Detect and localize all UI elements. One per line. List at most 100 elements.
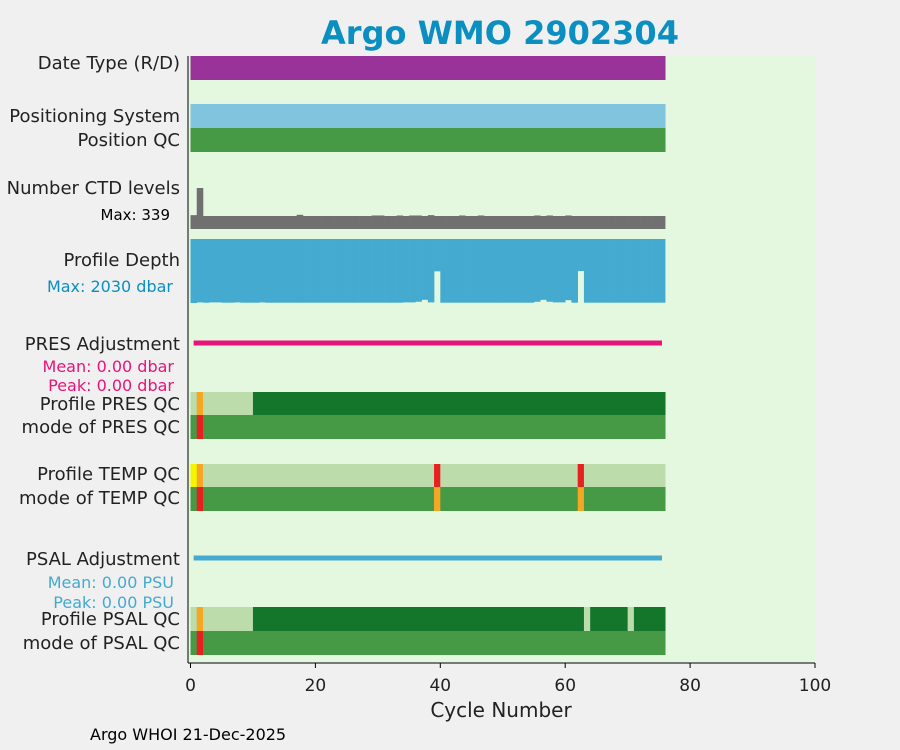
row-label: Profile PSAL QC [41,609,180,630]
ctd-level-bar [427,215,435,229]
profile-depth-bar [290,239,297,303]
ctd-level-bar [602,216,610,229]
ctd-level-bar [640,216,647,229]
qc-segment [577,464,585,487]
ctd-level-bar [365,216,372,229]
qc-segment [434,487,441,511]
profile-depth-bar [227,239,235,303]
ctd-level-bar [546,215,554,229]
profile-depth-bar [565,239,572,301]
profile-depth-bar [465,239,472,303]
profile-depth-bar [615,239,622,303]
x-axis-label: Cycle Number [430,698,572,722]
qc-segment [190,392,198,415]
ctd-level-bar [321,216,329,229]
ctd-level-bar [384,216,391,229]
profile-depth-bar [552,239,560,303]
ctd-level-bar [315,216,322,229]
ctd-level-bar [471,216,479,229]
profile-depth-bar [608,239,616,303]
ctd-level-bar [502,216,510,229]
profile-depth-bar [252,239,260,303]
profile-depth-bar [409,239,416,303]
profile-depth-bar [421,239,429,300]
profile-depth-bar [352,239,360,303]
ctd-level-bar [340,216,347,229]
profile-depth-bar [502,239,510,303]
footer-credit: Argo WHOI 21-Dec-2025 [90,725,287,744]
profile-depth-bar [452,239,460,303]
x-tick-label: 0 [185,676,196,696]
ctd-level-bar [465,216,472,229]
ctd-level-bar [265,216,272,229]
profile-depth-bar [646,239,653,303]
ctd-level-bar [484,216,491,229]
ctd-level-bar [396,215,404,229]
profile-depth-bar [521,239,529,303]
profile-depth-bar [390,239,397,303]
ctd-level-bar [334,216,341,229]
profile-depth-bar [371,239,379,303]
x-tick-label: 20 [305,676,327,696]
qc-segment [577,487,585,511]
profile-depth-bar [477,239,485,303]
profile-depth-bar [315,239,322,303]
ctd-level-bar [521,216,529,229]
profile-depth-bar [271,239,279,303]
profile-depth-bar [277,239,285,303]
ctd-level-bar [552,216,560,229]
ctd-level-bar [477,215,485,229]
profile-depth-bar [190,239,198,304]
profile-depth-bar [284,239,291,303]
profile-depth-bar [415,239,422,302]
profile-depth-bar [334,239,341,303]
chart-title: Argo WMO 2902304 [321,14,679,52]
ctd-level-bar [227,216,235,229]
qc-segment [202,392,254,415]
qc-segment [202,464,435,487]
qc-segment [196,464,204,487]
ctd-level-bar [596,216,603,229]
ctd-level-bar [390,216,397,229]
profile-depth-bar [259,239,266,303]
profile-depth-bar [202,239,210,303]
profile-depth-bar [427,239,435,303]
ctd-level-bar [346,216,354,229]
profile-depth-bar [577,239,585,272]
ctd-level-bar [327,216,335,229]
profile-depth-bar [396,239,404,303]
profile-depth-bar [546,239,554,302]
ctd-level-bar [533,215,541,229]
ctd-level-bar [309,216,316,229]
ctd-level-bar [409,215,416,229]
profile-depth-bar [246,239,254,303]
profile-depth-bar [459,239,466,303]
x-tick-label: 100 [799,676,831,696]
qc-segment [190,607,198,631]
row-label: Profile PRES QC [40,394,180,415]
qc-segment [196,415,204,439]
profile-depth-bar [359,239,366,303]
ctd-level-bar [459,215,466,229]
x-axis: 0 20 40 60 80 100 [185,56,831,696]
profile-depth-bar [583,239,591,303]
ctd-level-bar [652,216,660,229]
profile-depth-bar [471,239,479,303]
qc-segment [190,464,198,487]
profile-depth-bar [346,239,354,303]
profile-depth-bar [540,239,547,300]
x-tick-label: 60 [554,676,576,696]
ctd-level-bar [627,216,635,229]
qc-segment [190,104,666,128]
ctd-level-bar [284,216,291,229]
profile-depth-bar [365,239,372,303]
profile-depth-bar [484,239,491,303]
qc-segment [202,415,666,439]
ctd-level-bar [209,216,216,229]
qc-segment [190,415,198,439]
profile-depth-bar [508,239,516,303]
ctd-level-bar [415,215,422,229]
ctd-max-annotation: Max: 339 [101,206,170,224]
profile-depth-bar [340,239,347,303]
